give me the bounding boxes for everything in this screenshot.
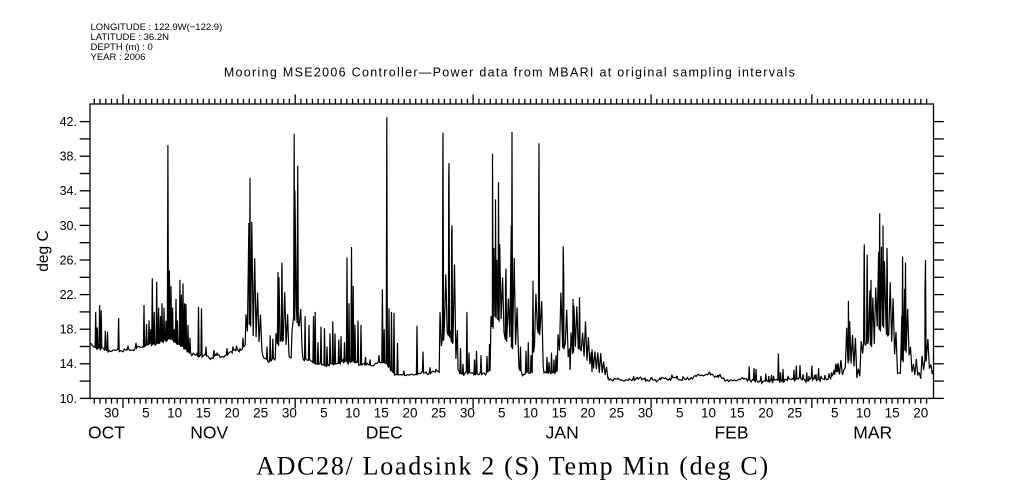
svg-text:DEC: DEC xyxy=(366,423,403,443)
svg-text:14.: 14. xyxy=(60,357,77,371)
svg-text:25: 25 xyxy=(609,406,624,421)
svg-text:30.: 30. xyxy=(60,219,77,233)
svg-text:15: 15 xyxy=(374,406,389,421)
svg-text:YEAR : 2006: YEAR : 2006 xyxy=(91,52,146,63)
svg-text:OCT: OCT xyxy=(88,423,125,443)
svg-text:LONGITUDE : 122.9W(−122.9): LONGITUDE : 122.9W(−122.9) xyxy=(91,22,223,33)
svg-text:10: 10 xyxy=(856,406,871,421)
svg-text:25: 25 xyxy=(431,406,446,421)
svg-text:20: 20 xyxy=(224,406,239,421)
svg-text:15: 15 xyxy=(730,406,745,421)
svg-text:15: 15 xyxy=(885,406,900,421)
svg-text:deg C: deg C xyxy=(35,230,52,271)
svg-text:30: 30 xyxy=(282,406,297,421)
svg-text:FEB: FEB xyxy=(714,423,748,443)
svg-text:22.: 22. xyxy=(60,288,77,302)
svg-text:5: 5 xyxy=(676,406,684,421)
svg-text:25: 25 xyxy=(253,406,268,421)
svg-text:10: 10 xyxy=(167,406,182,421)
svg-text:JAN: JAN xyxy=(546,423,579,443)
svg-text:34.: 34. xyxy=(60,184,77,198)
svg-text:18.: 18. xyxy=(60,323,77,337)
svg-text:30: 30 xyxy=(638,406,653,421)
svg-text:NOV: NOV xyxy=(190,423,228,443)
svg-text:15: 15 xyxy=(196,406,211,421)
svg-text:20: 20 xyxy=(758,406,773,421)
svg-text:25: 25 xyxy=(787,406,802,421)
svg-text:10: 10 xyxy=(701,406,716,421)
svg-text:5: 5 xyxy=(142,406,150,421)
svg-text:5: 5 xyxy=(320,406,328,421)
svg-text:30: 30 xyxy=(104,406,119,421)
svg-text:42.: 42. xyxy=(60,115,77,129)
svg-text:15: 15 xyxy=(552,406,567,421)
svg-text:20: 20 xyxy=(580,406,595,421)
svg-text:20: 20 xyxy=(913,406,928,421)
svg-text:DEPTH (m) : 0: DEPTH (m) : 0 xyxy=(91,42,153,53)
svg-text:26.: 26. xyxy=(60,253,77,267)
svg-text:Mooring MSE2006 Controller—Pow: Mooring MSE2006 Controller—Power data fr… xyxy=(224,66,796,80)
svg-text:MAR: MAR xyxy=(853,423,892,443)
svg-text:20: 20 xyxy=(402,406,417,421)
svg-text:10: 10 xyxy=(345,406,360,421)
svg-text:LATITUDE : 36.2N: LATITUDE : 36.2N xyxy=(91,32,170,43)
svg-text:10: 10 xyxy=(523,406,538,421)
svg-text:5: 5 xyxy=(831,406,839,421)
svg-text:30: 30 xyxy=(460,406,475,421)
svg-text:ADC28/ Loadsink 2 (S) Temp Min: ADC28/ Loadsink 2 (S) Temp Min (deg C) xyxy=(256,452,770,481)
svg-text:38.: 38. xyxy=(60,150,77,164)
svg-text:10.: 10. xyxy=(60,392,77,406)
svg-text:5: 5 xyxy=(498,406,506,421)
